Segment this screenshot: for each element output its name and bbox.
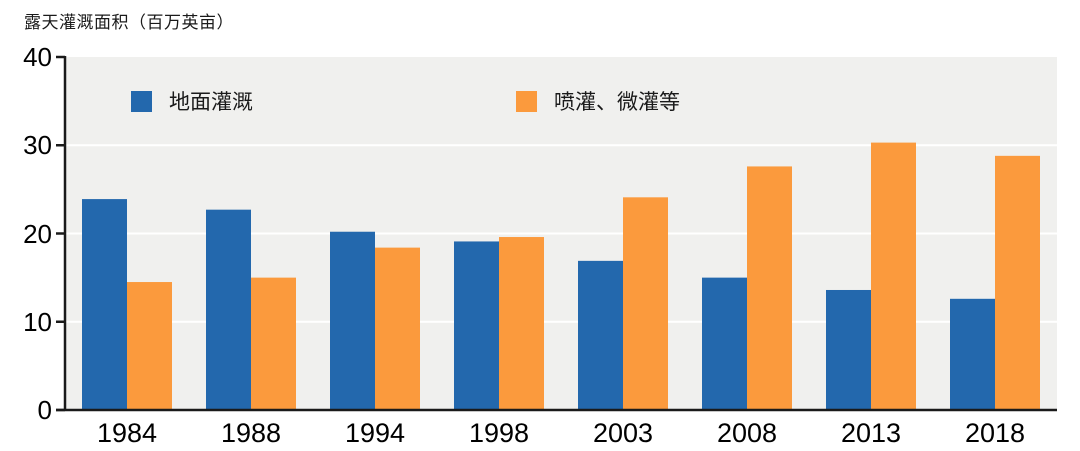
bar-地面灌溉-2018 xyxy=(950,298,995,410)
x-tick-label: 2018 xyxy=(964,418,1026,448)
legend-swatch-orange xyxy=(516,90,537,112)
legend-swatch-blue xyxy=(131,90,152,112)
bar-喷灌、微灌等-1998 xyxy=(499,237,544,410)
bar-地面灌溉-1984 xyxy=(82,199,127,410)
bar-喷灌、微灌等-2018 xyxy=(995,155,1040,410)
x-tick-label: 1994 xyxy=(344,418,406,448)
x-tick-label: 1984 xyxy=(96,418,158,448)
chart-title: 露天灌溉面积（百万英亩） xyxy=(24,13,234,32)
bar-地面灌溉-1994 xyxy=(330,231,375,410)
bar-地面灌溉-1988 xyxy=(206,209,251,410)
y-tick-label: 40 xyxy=(23,42,52,72)
legend-item-sprinkler: 喷灌、微灌等 xyxy=(516,86,680,116)
bar-喷灌、微灌等-2003 xyxy=(623,197,668,410)
bar-地面灌溉-2003 xyxy=(578,260,623,410)
bar-喷灌、微灌等-1994 xyxy=(375,247,420,410)
x-tick-label: 1998 xyxy=(468,418,530,448)
bar-喷灌、微灌等-1984 xyxy=(127,282,172,410)
x-tick-label: 2003 xyxy=(592,418,654,448)
legend-label: 喷灌、微灌等 xyxy=(554,91,680,114)
y-tick-label: 10 xyxy=(23,306,52,337)
bar-喷灌、微灌等-1988 xyxy=(251,277,296,410)
bar-地面灌溉-2013 xyxy=(826,289,871,410)
x-tick-label: 2013 xyxy=(840,418,902,448)
y-tick-label: 30 xyxy=(23,130,52,161)
y-tick-label: 0 xyxy=(37,395,52,425)
legend-label: 地面灌溉 xyxy=(169,91,253,114)
x-tick-label: 2008 xyxy=(716,418,778,448)
bar-喷灌、微灌等-2013 xyxy=(871,142,916,411)
bar-喷灌、微灌等-2008 xyxy=(747,166,792,410)
bar-地面灌溉-1998 xyxy=(454,241,499,410)
x-tick-label: 1988 xyxy=(220,418,282,448)
bar-地面灌溉-2008 xyxy=(702,277,747,410)
legend-item-surface: 地面灌溉 xyxy=(131,86,253,116)
y-tick-label: 20 xyxy=(23,218,52,249)
